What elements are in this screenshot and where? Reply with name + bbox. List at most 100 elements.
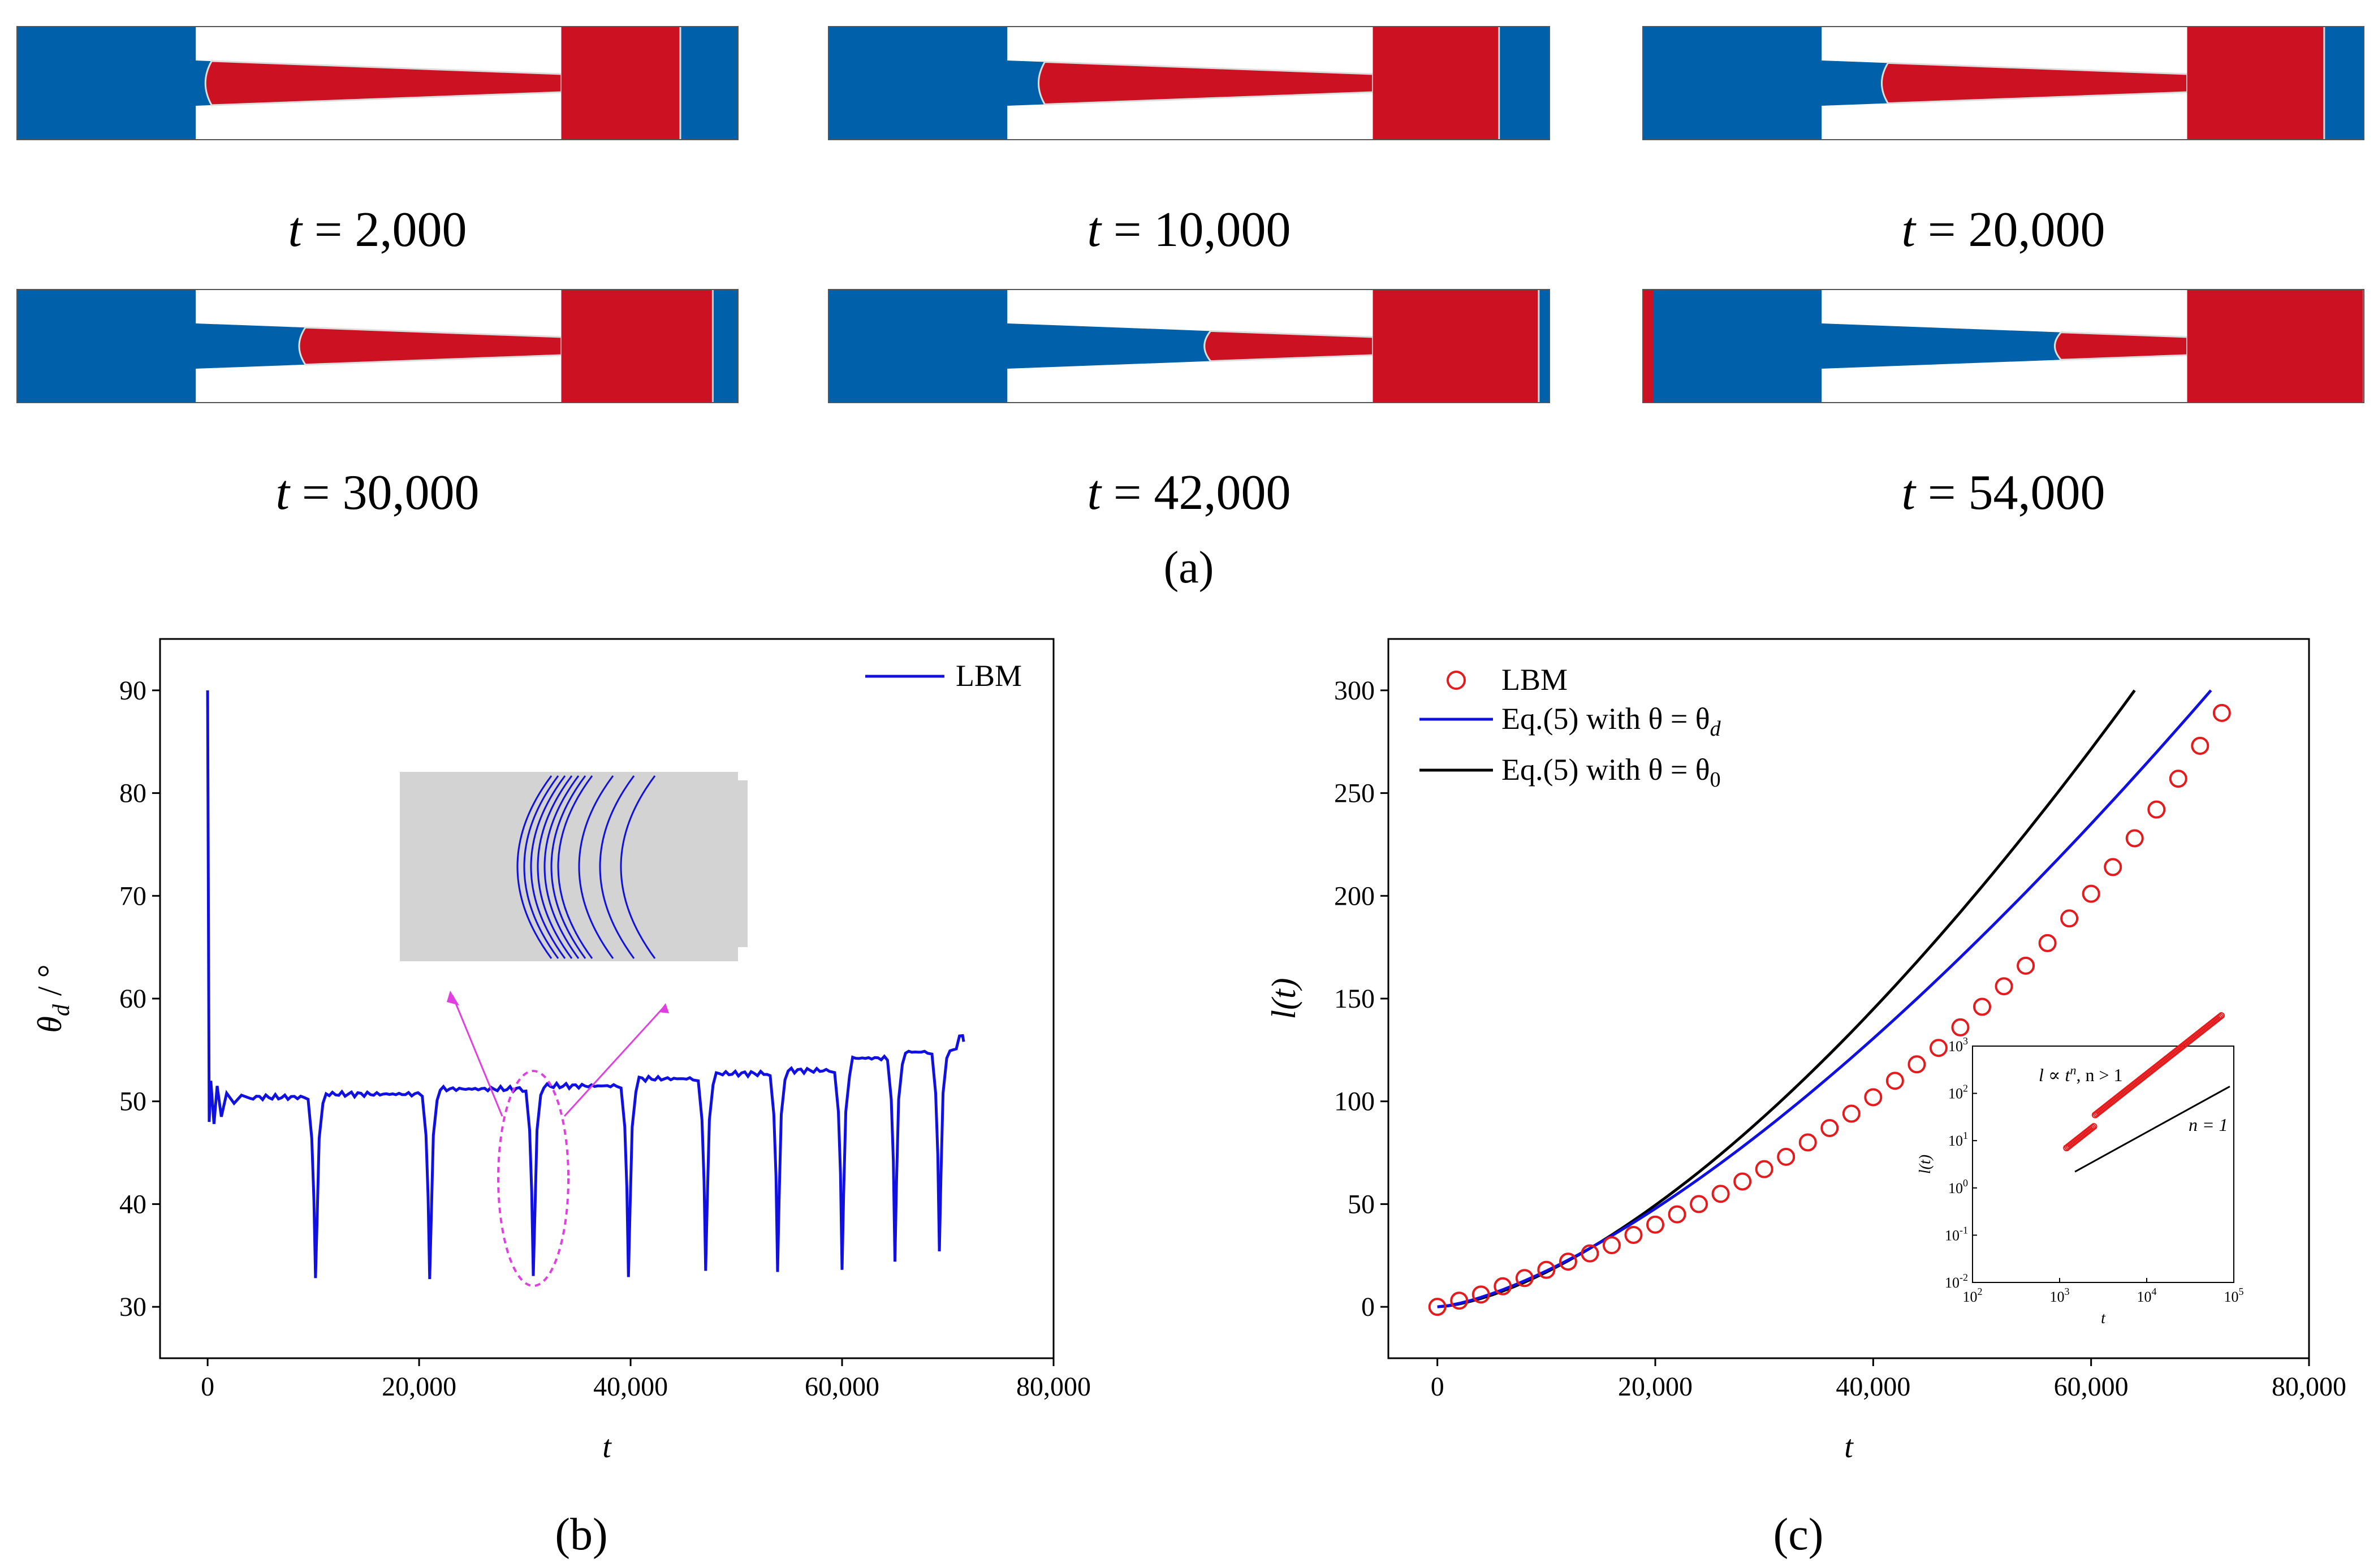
legend-text: Eq.(5) with θ = θ <box>1501 753 1710 787</box>
y-tick-label: 60 <box>119 984 146 1014</box>
lbm-point <box>1690 1195 1708 1213</box>
lbm-point <box>1668 1205 1686 1224</box>
snapshot-caption: t = 20,000 <box>1901 202 2105 257</box>
interface-arc <box>530 775 566 959</box>
caption-t: t <box>1901 202 1917 257</box>
red-fluid-reservoir <box>2187 27 2324 140</box>
legend-sub: 0 <box>1710 768 1721 792</box>
tick-exp: 4 <box>2152 1286 2157 1297</box>
caption-value: = 2,000 <box>302 202 467 257</box>
lbm-point <box>1471 1285 1490 1304</box>
y-tick-label: 300 <box>1334 676 1375 706</box>
red-fluid-reservoir <box>561 27 680 140</box>
lbm-point <box>2125 829 2144 848</box>
inset-y-tick-label: 100 <box>1948 1177 1968 1196</box>
inset-x-tick-label: 104 <box>2137 1286 2157 1305</box>
tick-base: 10 <box>1963 1289 1978 1305</box>
caption-value: = 54,000 <box>1915 465 2105 520</box>
channel-border <box>16 289 739 403</box>
lbm-point <box>2060 909 2079 928</box>
x-tick-label: 40,000 <box>1836 1372 1910 1402</box>
tick-exp: 3 <box>1963 1035 1968 1047</box>
tick-base: 10 <box>1945 1275 1960 1291</box>
red-fluid-throat <box>2054 331 2189 361</box>
x-axis-label: t <box>1844 1429 1854 1465</box>
tick-exp: 2 <box>1978 1286 1983 1297</box>
lbm-point <box>1428 1298 1447 1316</box>
lbm-point <box>1581 1244 1599 1263</box>
tick-exp: 5 <box>2239 1286 2244 1297</box>
panel-c-label: (c) <box>1773 1510 1824 1560</box>
tick-exp: -1 <box>1960 1224 1968 1236</box>
lbm-point <box>1755 1160 1773 1178</box>
lbm-point <box>1995 977 2013 996</box>
lbm-point <box>2169 770 2187 788</box>
legend-label: LBM <box>956 659 1022 693</box>
lbm-point <box>1842 1104 1861 1123</box>
series-eq5-thetad-line <box>1437 689 2212 1308</box>
legend-label-theta0: Eq.(5) with θ = θ0 <box>1501 753 1721 792</box>
y-tick-label: 70 <box>119 881 146 911</box>
x-tick-label: 0 <box>1431 1372 1444 1402</box>
snapshot-caption: t = 42,000 <box>1087 465 1291 520</box>
panel-b-label: (b) <box>555 1510 607 1560</box>
tick-base: 10 <box>1948 1180 1963 1196</box>
annotation-tail: , n > 1 <box>2076 1065 2122 1085</box>
inset-annotation-n1: n = 1 <box>2189 1115 2228 1135</box>
y-tick-label: 80 <box>119 779 146 809</box>
y-label-unit: / ° <box>31 964 68 1004</box>
lbm-point <box>1624 1225 1643 1244</box>
tick-base: 10 <box>2224 1289 2239 1305</box>
wall-top <box>196 290 562 337</box>
red-fluid-throat <box>298 326 563 366</box>
inset-lbm-point <box>2216 1013 2224 1020</box>
inset-y-tick-label: 103 <box>1948 1035 1968 1055</box>
series-lbm-line <box>206 690 965 1280</box>
snapshot-4: t = 30,000 <box>16 289 739 520</box>
lbm-point <box>1885 1072 1904 1090</box>
wall-bottom <box>1007 355 1373 403</box>
y-tick-label: 100 <box>1334 1087 1375 1117</box>
wall-bottom <box>1822 92 2187 140</box>
legend-text: Eq.(5) with θ = θ <box>1501 702 1710 736</box>
legend-sub: d <box>1710 717 1721 741</box>
tick-exp: 2 <box>1963 1083 1968 1094</box>
wall-bottom <box>196 355 562 403</box>
y-tick-label: 200 <box>1334 881 1375 911</box>
wall-top <box>1007 290 1373 337</box>
x-tick-label: 60,000 <box>2054 1372 2129 1402</box>
chart-panel-b: 0 20,000 40,000 60,000 80,000 30 40 50 60 70 80 90 t… <box>31 638 1091 1465</box>
lbm-point <box>1798 1133 1817 1152</box>
lbm-point <box>1602 1236 1621 1255</box>
red-fluid-reservoir <box>1373 27 1499 140</box>
wall-top <box>1007 27 1373 74</box>
caption-value: = 30,000 <box>290 465 480 520</box>
caption-value: = 10,000 <box>1101 202 1291 257</box>
tick-exp: 1 <box>1963 1130 1968 1141</box>
inset-x-tick-label: 105 <box>2224 1286 2244 1305</box>
x-axis-label: t <box>602 1429 612 1465</box>
y-tick-label: 40 <box>119 1189 146 1219</box>
tick-base: 10 <box>1945 1227 1960 1243</box>
snapshot-caption: t = 2,000 <box>288 202 467 257</box>
inset-y-tick-label: 10-2 <box>1945 1272 1968 1291</box>
inset-interface-profiles <box>400 772 748 961</box>
caption-value: = 20,000 <box>1915 202 2105 257</box>
lbm-point <box>1820 1118 1839 1137</box>
lbm-point <box>2082 884 2100 903</box>
y-tick-label: 50 <box>1348 1189 1375 1219</box>
interface-arc <box>557 775 593 959</box>
interface-arc <box>620 775 656 959</box>
lbm-point <box>1951 1018 1970 1036</box>
y-tick-label: 250 <box>1334 779 1375 809</box>
lbm-point <box>1733 1172 1752 1191</box>
y-axis-label: l(t) <box>1265 978 1302 1019</box>
red-fluid-inlet <box>1643 290 1653 403</box>
wall-top <box>196 27 562 74</box>
y-tick-label: 30 <box>119 1292 146 1322</box>
x-tick-label: 60,000 <box>805 1372 879 1402</box>
y-axis-label: θd / ° <box>31 964 75 1033</box>
annotation-main: l ∝ t <box>2039 1065 2071 1085</box>
lbm-point <box>1929 1039 1948 1057</box>
lbm-point <box>2104 858 2122 876</box>
